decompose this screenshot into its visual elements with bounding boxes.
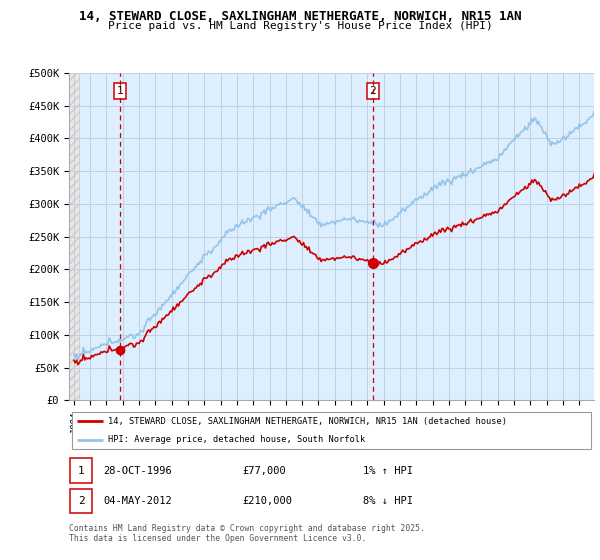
Text: £77,000: £77,000 [242, 466, 286, 476]
Text: Contains HM Land Registry data © Crown copyright and database right 2025.
This d: Contains HM Land Registry data © Crown c… [69, 524, 425, 543]
Text: Price paid vs. HM Land Registry's House Price Index (HPI): Price paid vs. HM Land Registry's House … [107, 21, 493, 31]
Text: 1% ↑ HPI: 1% ↑ HPI [363, 466, 413, 476]
Text: £210,000: £210,000 [242, 496, 292, 506]
Text: 1: 1 [116, 86, 124, 96]
Text: 14, STEWARD CLOSE, SAXLINGHAM NETHERGATE, NORWICH, NR15 1AN (detached house): 14, STEWARD CLOSE, SAXLINGHAM NETHERGATE… [109, 417, 508, 426]
Bar [69, 73, 79, 400]
Text: 04-MAY-2012: 04-MAY-2012 [103, 496, 172, 506]
Text: 1: 1 [78, 466, 85, 476]
Text: 2: 2 [78, 496, 85, 506]
Text: 14, STEWARD CLOSE, SAXLINGHAM NETHERGATE, NORWICH, NR15 1AN: 14, STEWARD CLOSE, SAXLINGHAM NETHERGATE… [79, 10, 521, 22]
Text: 2: 2 [370, 86, 376, 96]
FancyBboxPatch shape [70, 459, 92, 483]
Text: 8% ↓ HPI: 8% ↓ HPI [363, 496, 413, 506]
Text: HPI: Average price, detached house, South Norfolk: HPI: Average price, detached house, Sout… [109, 436, 365, 445]
FancyBboxPatch shape [70, 489, 92, 513]
FancyBboxPatch shape [71, 413, 592, 449]
Text: 28-OCT-1996: 28-OCT-1996 [103, 466, 172, 476]
